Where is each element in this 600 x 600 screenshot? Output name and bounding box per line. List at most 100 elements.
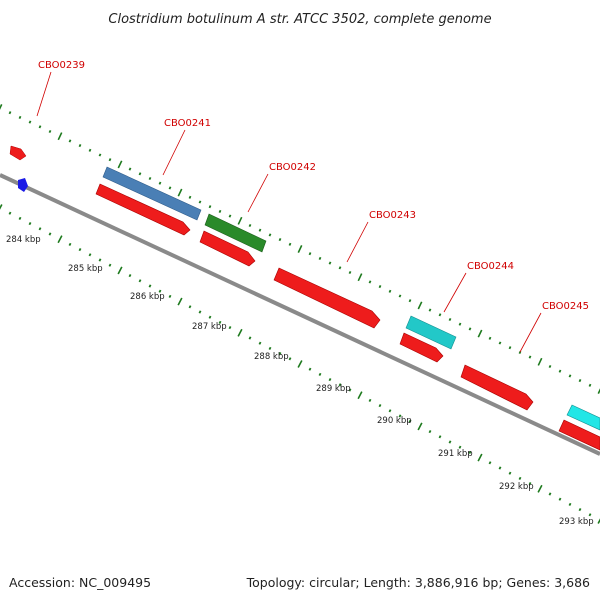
tick-label: 287 kbp: [192, 322, 227, 332]
cds-feature[interactable]: [399, 332, 444, 363]
major-tick: [57, 235, 63, 244]
minor-tick: [568, 502, 572, 506]
cds-feature[interactable]: [273, 267, 381, 329]
minor-tick: [38, 125, 42, 129]
gene-label[interactable]: CBO0241: [164, 118, 211, 129]
minor-tick: [398, 294, 402, 298]
minor-tick: [88, 253, 92, 257]
genome-summary-text: Topology: circular; Length: 3,886,916 bp…: [246, 575, 590, 590]
minor-tick: [28, 222, 32, 226]
gene-label[interactable]: CBO0244: [467, 261, 514, 272]
minor-tick: [588, 383, 592, 387]
minor-tick: [188, 305, 192, 309]
minor-tick: [328, 261, 332, 265]
feature-track: [9, 145, 600, 451]
major-tick: [0, 204, 3, 210]
minor-tick: [408, 419, 412, 423]
minor-tick: [468, 327, 472, 331]
gene-label[interactable]: CBO0243: [369, 210, 416, 221]
minor-tick: [158, 289, 162, 293]
major-tick: [117, 160, 123, 169]
minor-tick: [558, 497, 562, 501]
minor-tick: [388, 409, 392, 413]
minor-tick: [398, 414, 402, 418]
cds-feature[interactable]: [102, 166, 202, 221]
minor-tick: [368, 398, 372, 402]
cds-feature[interactable]: [95, 183, 191, 236]
minor-tick: [278, 352, 282, 356]
tick-label: 286 kbp: [130, 292, 165, 302]
minor-tick: [498, 341, 502, 345]
label-leader: [346, 221, 369, 263]
minor-tick: [248, 223, 252, 228]
tick-label: 293 kbp: [559, 517, 594, 527]
cds-feature[interactable]: [558, 419, 600, 451]
major-tick: [537, 484, 543, 493]
minor-tick: [288, 242, 292, 246]
minor-tick: [488, 336, 492, 340]
cds-feature[interactable]: [9, 145, 27, 161]
minor-tick: [308, 367, 312, 371]
minor-tick: [218, 320, 222, 324]
minor-tick: [68, 242, 72, 246]
gene-label[interactable]: CBO0245: [542, 301, 589, 312]
gene-label[interactable]: CBO0239: [38, 60, 85, 71]
tick-label: 290 kbp: [377, 416, 412, 426]
minor-tick: [468, 450, 472, 454]
major-tick: [177, 297, 183, 306]
cds-feature[interactable]: [405, 315, 457, 350]
minor-tick: [588, 513, 592, 517]
lower-tick-track: [0, 204, 600, 524]
minor-tick: [258, 228, 262, 232]
map-title: Clostridium botulinum A str. ATCC 3502, …: [108, 12, 491, 27]
tick-labels: 284 kbp 285 kbp 286 kbp 287 kbp 288 kbp …: [6, 235, 594, 527]
minor-tick: [138, 172, 142, 176]
label-leader: [247, 173, 269, 213]
small-blue-feature[interactable]: [18, 178, 28, 192]
minor-tick: [578, 379, 582, 383]
cds-feature[interactable]: [204, 213, 267, 253]
major-tick: [597, 388, 600, 394]
minor-tick: [258, 341, 262, 345]
minor-tick: [558, 369, 562, 373]
minor-tick: [288, 357, 292, 361]
major-tick: [57, 132, 63, 141]
minor-tick: [198, 310, 202, 314]
minor-tick: [488, 461, 492, 465]
minor-tick: [88, 148, 92, 152]
major-tick: [0, 104, 3, 110]
minor-tick: [548, 364, 552, 369]
minor-tick: [128, 274, 132, 278]
minor-tick: [548, 492, 552, 496]
minor-tick: [378, 404, 382, 408]
major-tick: [417, 422, 423, 431]
minor-tick: [458, 445, 462, 449]
major-tick: [477, 453, 483, 462]
gene-label[interactable]: CBO0242: [269, 162, 316, 173]
minor-tick: [268, 233, 272, 237]
minor-tick: [528, 355, 532, 359]
minor-tick: [318, 256, 322, 260]
minor-tick: [348, 388, 352, 392]
gene-labels: CBO0239 CBO0241 CBO0242 CBO0243 CBO0244 …: [36, 60, 589, 353]
minor-tick: [78, 248, 82, 252]
cds-feature[interactable]: [460, 364, 534, 411]
minor-tick: [108, 263, 112, 267]
minor-tick: [458, 322, 462, 326]
label-leader: [519, 312, 542, 353]
minor-tick: [518, 476, 522, 480]
cds-feature[interactable]: [199, 230, 256, 267]
minor-tick: [158, 181, 162, 185]
minor-tick: [338, 266, 342, 270]
cds-feature[interactable]: [566, 404, 600, 431]
major-tick: [297, 245, 303, 253]
minor-tick: [38, 227, 42, 231]
minor-tick: [28, 120, 32, 124]
minor-tick: [218, 209, 222, 213]
minor-tick: [188, 195, 192, 199]
tick-label: 288 kbp: [254, 352, 289, 362]
minor-tick: [18, 216, 22, 220]
minor-tick: [108, 158, 112, 162]
major-tick: [597, 518, 600, 524]
